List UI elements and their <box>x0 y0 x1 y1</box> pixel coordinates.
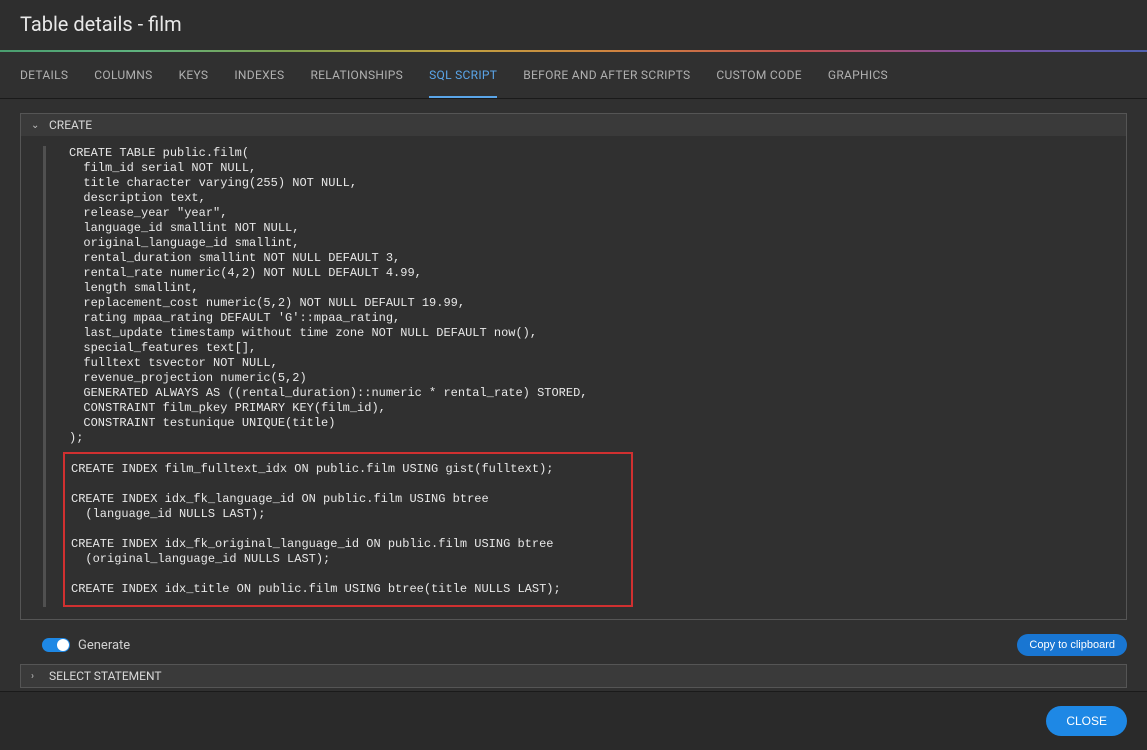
chevron-down-icon: ⌄ <box>31 120 41 131</box>
sql-highlight-box: CREATE INDEX film_fulltext_idx ON public… <box>63 452 633 607</box>
accordion-header-create[interactable]: ⌄ CREATE <box>21 114 1126 136</box>
accordion-select: › SELECT STATEMENT <box>20 664 1127 688</box>
dialog-footer: CLOSE <box>0 691 1147 750</box>
tab-bar: DETAILS COLUMNS KEYS INDEXES RELATIONSHI… <box>0 52 1147 99</box>
chevron-right-icon: › <box>31 671 41 682</box>
accordion-header-select[interactable]: › SELECT STATEMENT <box>21 665 1126 687</box>
copy-to-clipboard-button[interactable]: Copy to clipboard <box>1017 634 1127 656</box>
tab-columns[interactable]: COLUMNS <box>94 52 152 98</box>
tab-before-after[interactable]: BEFORE AND AFTER SCRIPTS <box>523 52 690 98</box>
accordion-create: ⌄ CREATE CREATE TABLE public.film( film_… <box>20 113 1127 620</box>
tab-details[interactable]: DETAILS <box>20 52 68 98</box>
close-button[interactable]: CLOSE <box>1046 706 1127 736</box>
tab-keys[interactable]: KEYS <box>179 52 209 98</box>
tab-graphics[interactable]: GRAPHICS <box>828 52 888 98</box>
accordion-label: SELECT STATEMENT <box>49 669 162 683</box>
content-area: ⌄ CREATE CREATE TABLE public.film( film_… <box>0 99 1147 691</box>
generate-toggle[interactable] <box>42 638 70 652</box>
generate-toggle-label: Generate <box>78 638 130 653</box>
generate-toggle-wrap: Generate <box>42 638 130 653</box>
controls-row: Generate Copy to clipboard <box>20 628 1127 664</box>
accordion-label: CREATE <box>49 118 92 132</box>
accordion-body-create: CREATE TABLE public.film( film_id serial… <box>21 136 1126 619</box>
tab-indexes[interactable]: INDEXES <box>234 52 284 98</box>
tab-relationships[interactable]: RELATIONSHIPS <box>310 52 403 98</box>
tab-custom-code[interactable]: CUSTOM CODE <box>716 52 801 98</box>
sql-code-indexes: CREATE INDEX film_fulltext_idx ON public… <box>71 462 625 597</box>
sql-code-main: CREATE TABLE public.film( film_id serial… <box>47 146 1106 446</box>
tab-sql-script[interactable]: SQL SCRIPT <box>429 52 497 98</box>
dialog-header: Table details - film <box>0 0 1147 50</box>
page-title: Table details - film <box>20 12 1127 36</box>
